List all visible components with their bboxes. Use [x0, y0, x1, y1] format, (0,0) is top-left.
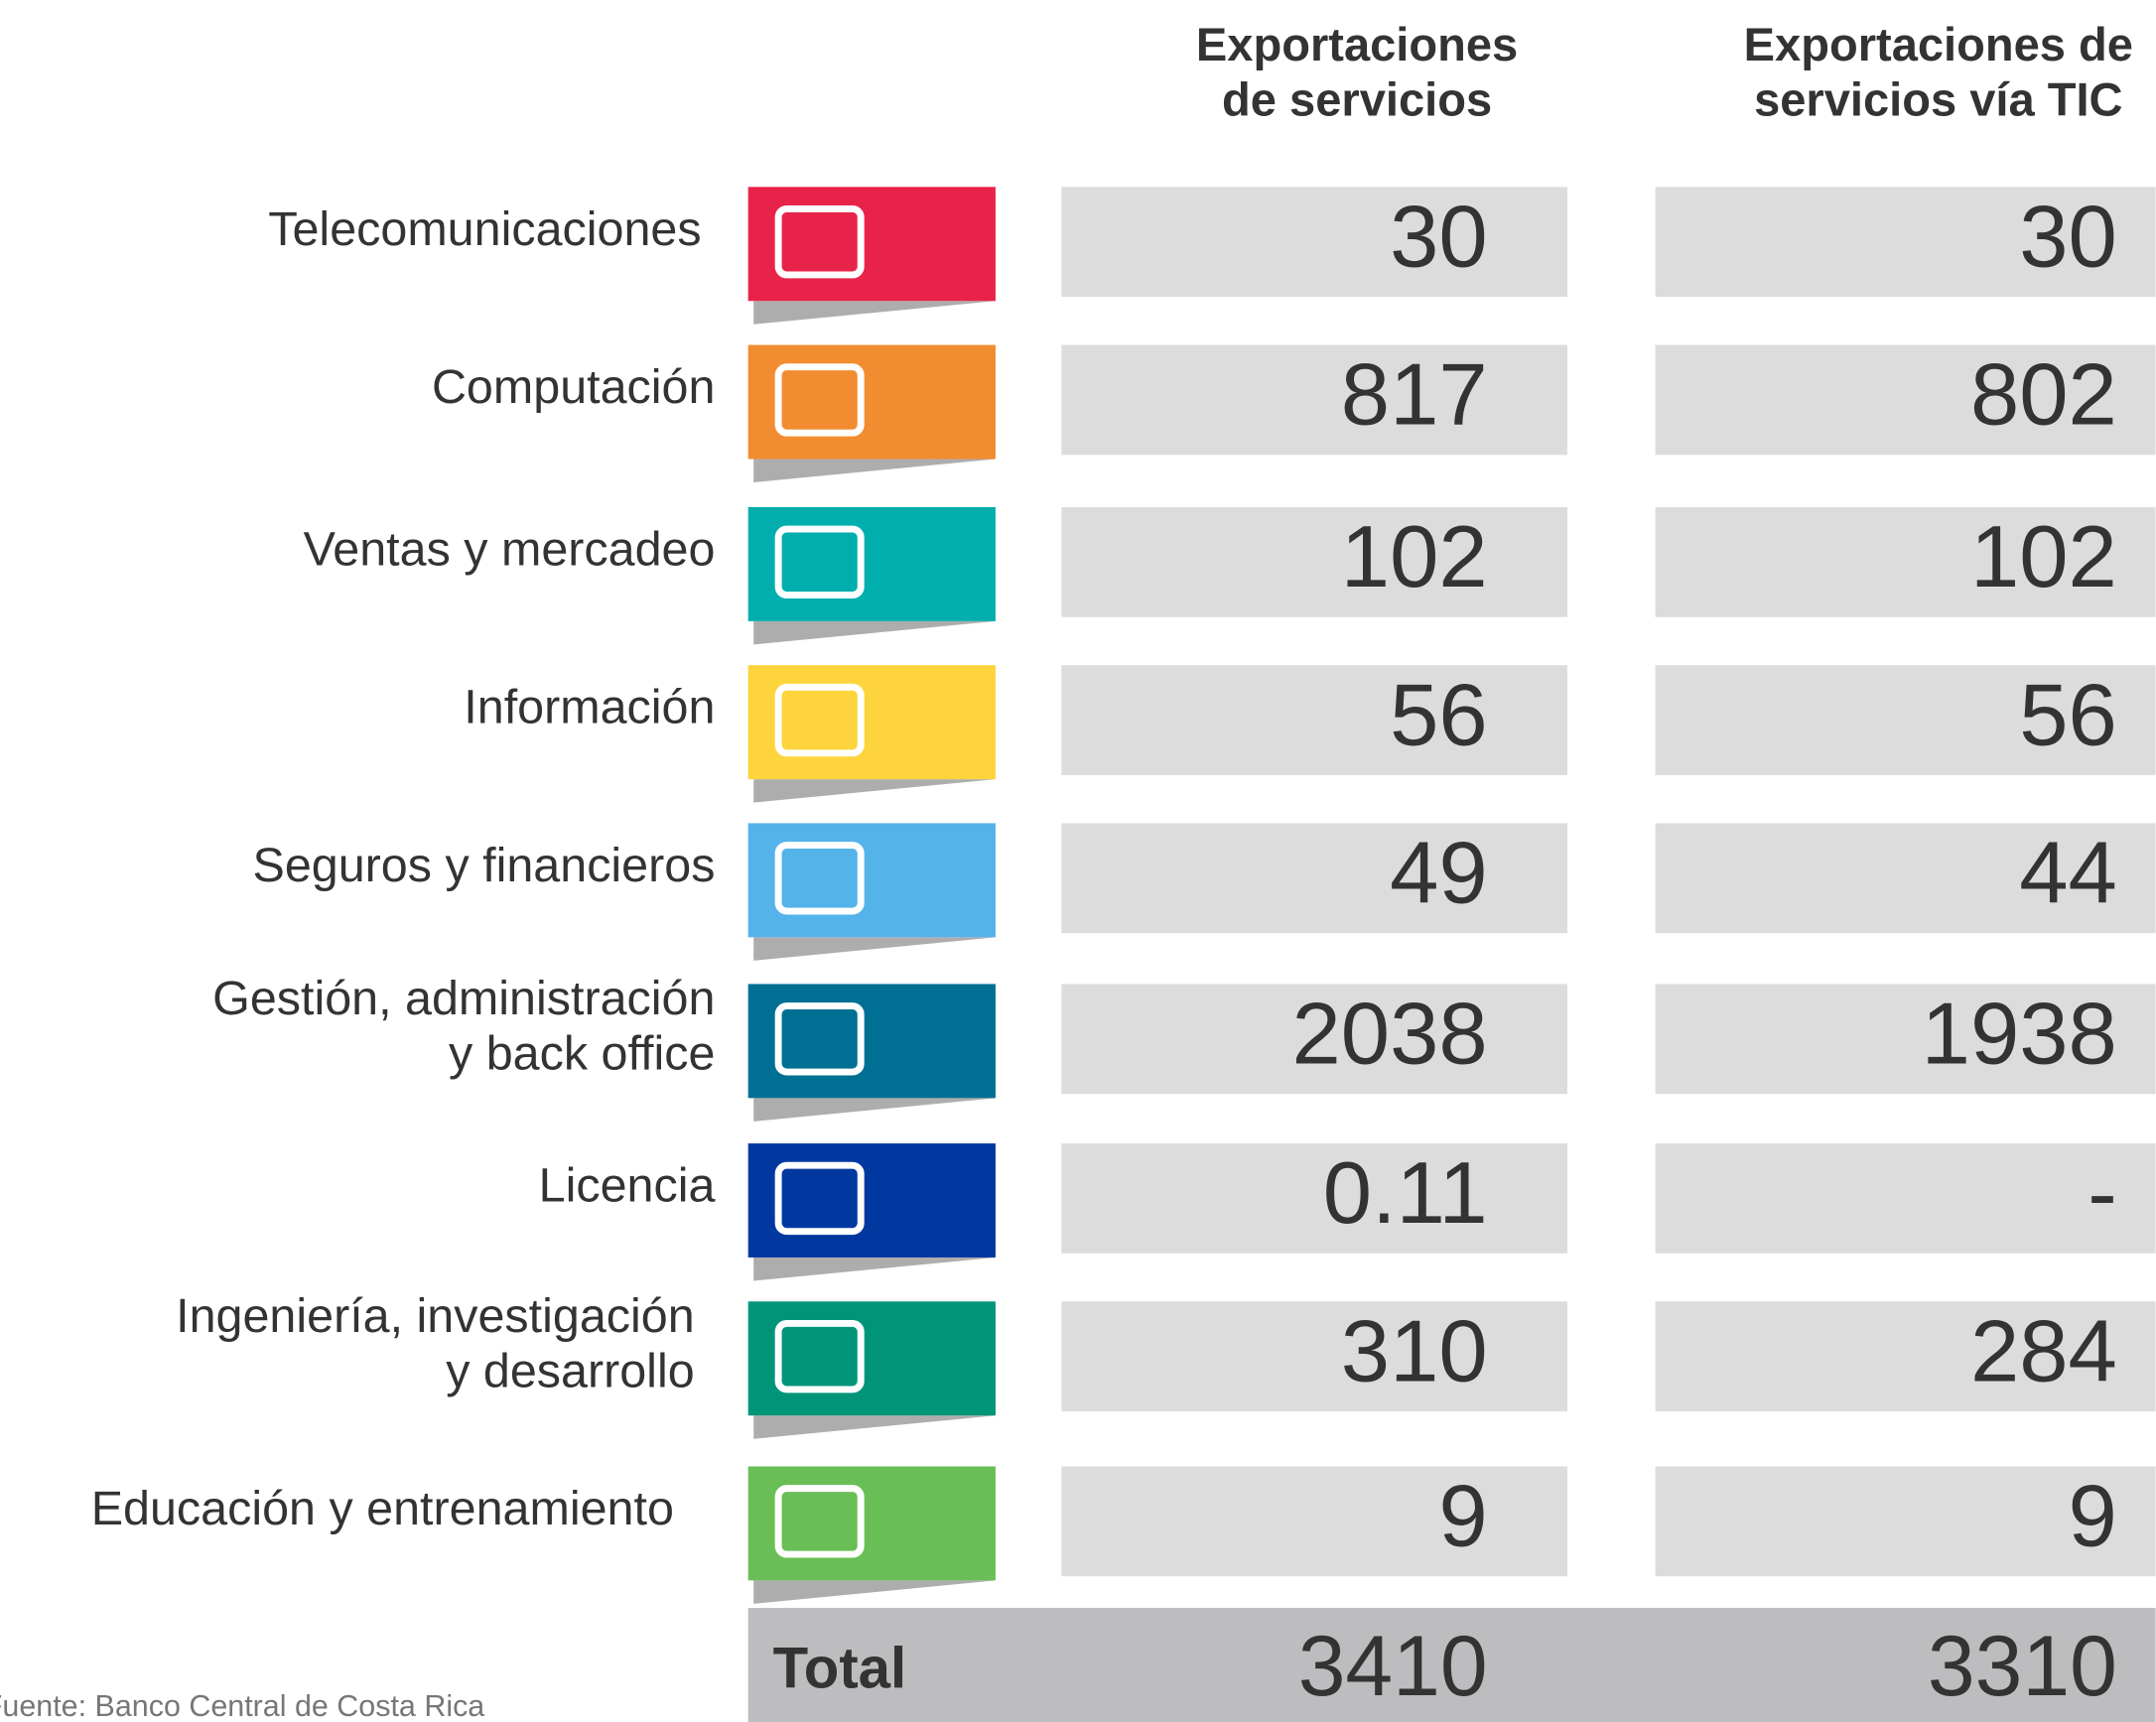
icon-box [747, 984, 996, 1099]
icon-box [747, 344, 996, 460]
cell-bg [1061, 187, 1567, 298]
cell-value: 56 [1390, 665, 1488, 763]
row-label: Educación y entrenamiento [91, 1482, 674, 1535]
cell-bg [1061, 665, 1567, 775]
cell-value: - [2088, 1143, 2117, 1242]
cell-value: 817 [1341, 345, 1488, 444]
icon-shadow [753, 1098, 996, 1122]
icon-box [747, 1466, 996, 1581]
cell-bg [1655, 187, 2156, 298]
icon-shadow [753, 1257, 996, 1281]
cell-value: 310 [1341, 1301, 1488, 1399]
cell-bg [1655, 984, 2156, 1095]
cell-bg [1061, 984, 1567, 1095]
cell-value: 49 [1390, 824, 1488, 922]
icon [774, 1319, 865, 1393]
column-header: servicios vía TIC [1754, 72, 2122, 125]
icon [774, 842, 865, 915]
cell-bg [1655, 823, 2156, 934]
icon-shadow [753, 301, 996, 325]
cell-bg [1061, 823, 1567, 934]
cell-value: 1938 [1922, 985, 2117, 1083]
row-label: Seguros y financieros [253, 839, 716, 892]
row-label: Licencia [539, 1159, 716, 1213]
icon-shadow [753, 779, 996, 803]
icon-box [747, 665, 996, 780]
row-label: y back office [449, 1027, 715, 1081]
cell-bg [1655, 344, 2156, 456]
row-label: Computación [432, 360, 715, 414]
row-label: y desarrollo [446, 1344, 694, 1397]
icon-box [747, 823, 996, 938]
cell-value: 2038 [1292, 985, 1488, 1083]
row-label: Ventas y mercadeo [304, 522, 716, 576]
cell-value: 802 [1970, 345, 2117, 444]
cell-bg [1061, 1466, 1567, 1577]
column-header: Exportaciones de [1744, 18, 2133, 70]
icon [774, 1485, 865, 1558]
cell-value: 44 [2019, 824, 2117, 922]
icon-shadow [753, 1415, 996, 1439]
cell-bg [1655, 665, 2156, 775]
icon-shadow [753, 1580, 996, 1604]
icon-box [747, 506, 996, 621]
cell-bg [1655, 506, 2156, 617]
row-label: Gestión, administración [212, 972, 715, 1025]
total-label: Total [773, 1637, 907, 1701]
cell-value: 284 [1970, 1301, 2117, 1399]
cell-value: 56 [2019, 665, 2117, 763]
icon-shadow [753, 620, 996, 645]
cell-value: 30 [1390, 187, 1488, 285]
source: Fuente: Banco Central de Costa Rica [0, 1689, 484, 1722]
icon [774, 683, 865, 757]
cell-bg [1655, 1466, 2156, 1577]
cell-value: 9 [1438, 1467, 1487, 1565]
total-bar [747, 1608, 2156, 1722]
cell-value: 102 [1341, 507, 1488, 605]
icon-shadow [753, 937, 996, 961]
icon [774, 1002, 865, 1076]
cell-value: 0.11 [1323, 1143, 1488, 1242]
icon [774, 363, 865, 437]
icon [774, 1161, 865, 1236]
icon-box [747, 1143, 996, 1258]
row-label: Telecomunicaciones [268, 202, 701, 256]
total-value: 3310 [1928, 1619, 2117, 1714]
row-label: Información [464, 681, 715, 734]
cell-bg [1655, 1143, 2156, 1254]
cell-bg [1061, 344, 1567, 456]
cell-value: 9 [2069, 1467, 2117, 1565]
column-header: de servicios [1222, 72, 1492, 125]
cell-bg [1061, 506, 1567, 617]
cell-bg [1061, 1301, 1567, 1412]
row-label: Ingeniería, investigación [176, 1289, 695, 1343]
column-header: Exportaciones [1196, 18, 1518, 70]
icon-box [747, 1301, 996, 1416]
cell-bg [1061, 1143, 1567, 1254]
cell-value: 102 [1970, 507, 2117, 605]
icon [774, 525, 865, 599]
cell-bg [1655, 1301, 2156, 1412]
total-value: 3410 [1298, 1619, 1488, 1714]
icon-box [747, 187, 996, 302]
icon [774, 205, 865, 279]
icon-shadow [753, 459, 996, 483]
cell-value: 30 [2019, 187, 2117, 285]
